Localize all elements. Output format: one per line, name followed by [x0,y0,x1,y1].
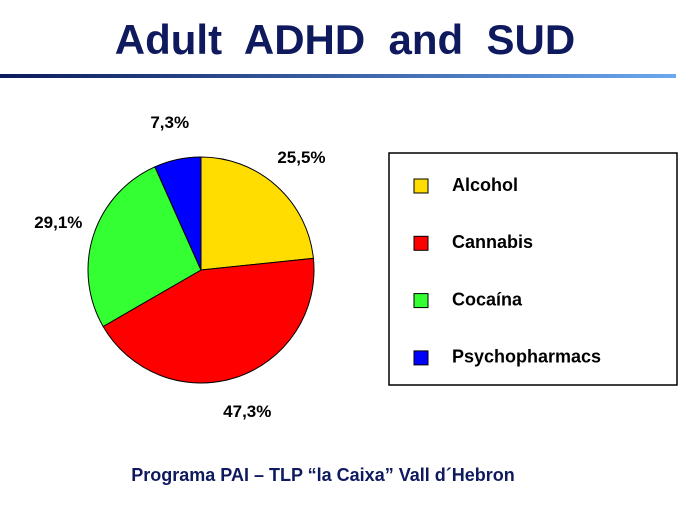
data-label: 29,1% [34,213,82,232]
pie-slice [200,156,314,271]
legend-box [388,152,678,386]
legend-label: Alcohol [452,175,518,195]
legend-label: Cocaína [452,289,523,309]
legend-swatch [413,178,429,194]
legend-swatch [413,293,429,309]
legend-label: Psychopharmacs [452,347,601,367]
footnote: Programa PAI – TLP “la Caixa” Vall d´Heb… [131,465,514,485]
data-label: 47,3% [223,402,271,421]
pie-slice [87,166,202,328]
data-label: 7,3% [150,113,189,132]
legend-swatch [413,235,429,251]
pie-slice [102,257,315,384]
legend-swatch [413,350,429,366]
title-rule [0,74,676,78]
pie-slice [154,156,202,271]
chart-title: Adult ADHD and SUD [115,16,575,63]
legend-label: Cannabis [452,232,533,252]
data-label: 25,5% [277,148,325,167]
